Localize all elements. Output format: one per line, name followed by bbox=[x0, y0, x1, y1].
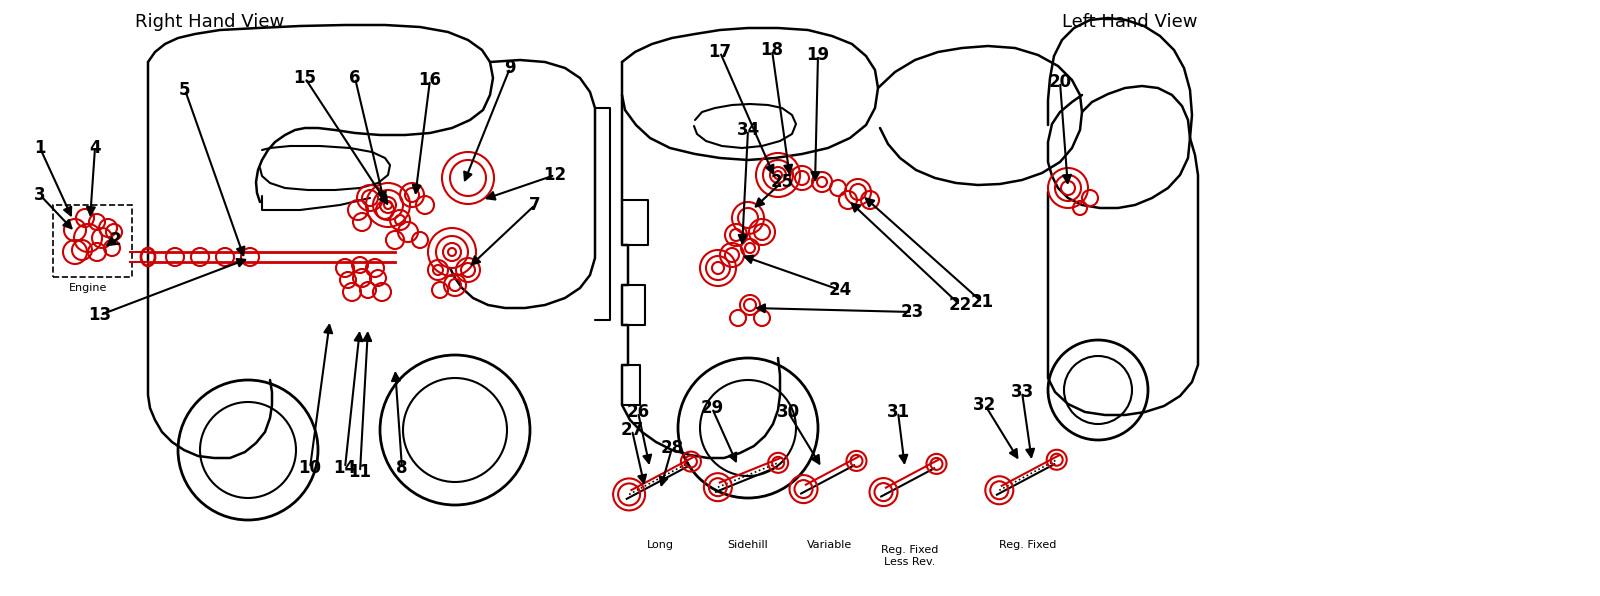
Text: Reg. Fixed: Reg. Fixed bbox=[882, 545, 939, 555]
Text: 25: 25 bbox=[771, 173, 794, 191]
Text: 34: 34 bbox=[736, 121, 760, 139]
Text: 15: 15 bbox=[293, 69, 317, 87]
Text: 17: 17 bbox=[709, 43, 731, 61]
Text: 5: 5 bbox=[179, 81, 190, 99]
Text: 31: 31 bbox=[886, 403, 909, 421]
Text: 3: 3 bbox=[34, 186, 46, 204]
Text: 13: 13 bbox=[88, 306, 112, 324]
Text: 33: 33 bbox=[1010, 383, 1034, 401]
Text: 2: 2 bbox=[109, 231, 122, 249]
Text: 11: 11 bbox=[349, 463, 371, 481]
Text: 10: 10 bbox=[299, 459, 322, 477]
Text: Engine: Engine bbox=[69, 283, 107, 293]
Text: Variable: Variable bbox=[808, 540, 853, 550]
Text: Right Hand View: Right Hand View bbox=[136, 13, 285, 31]
Text: 16: 16 bbox=[419, 71, 442, 89]
Text: 28: 28 bbox=[661, 439, 683, 457]
Text: 12: 12 bbox=[544, 166, 566, 184]
Text: 23: 23 bbox=[901, 303, 923, 321]
Text: 27: 27 bbox=[621, 421, 643, 439]
Text: Long: Long bbox=[646, 540, 674, 550]
Text: 7: 7 bbox=[530, 196, 541, 214]
Text: 14: 14 bbox=[333, 459, 357, 477]
Text: 8: 8 bbox=[397, 459, 408, 477]
Text: 21: 21 bbox=[971, 293, 994, 311]
Text: Sidehill: Sidehill bbox=[728, 540, 768, 550]
Text: 32: 32 bbox=[973, 396, 997, 414]
Text: 20: 20 bbox=[1048, 73, 1072, 91]
Text: 18: 18 bbox=[760, 41, 784, 59]
Text: Left Hand View: Left Hand View bbox=[1062, 13, 1198, 31]
Text: 1: 1 bbox=[34, 139, 46, 157]
Text: 26: 26 bbox=[627, 403, 650, 421]
Text: 24: 24 bbox=[829, 281, 851, 299]
Text: 4: 4 bbox=[90, 139, 101, 157]
Text: Less Rev.: Less Rev. bbox=[885, 557, 936, 567]
Text: 29: 29 bbox=[701, 399, 723, 417]
Text: 6: 6 bbox=[349, 69, 360, 87]
Text: 22: 22 bbox=[949, 296, 971, 314]
Text: 19: 19 bbox=[806, 46, 829, 64]
Text: 30: 30 bbox=[776, 403, 800, 421]
Text: Reg. Fixed: Reg. Fixed bbox=[1000, 540, 1056, 550]
Text: 9: 9 bbox=[504, 59, 515, 77]
